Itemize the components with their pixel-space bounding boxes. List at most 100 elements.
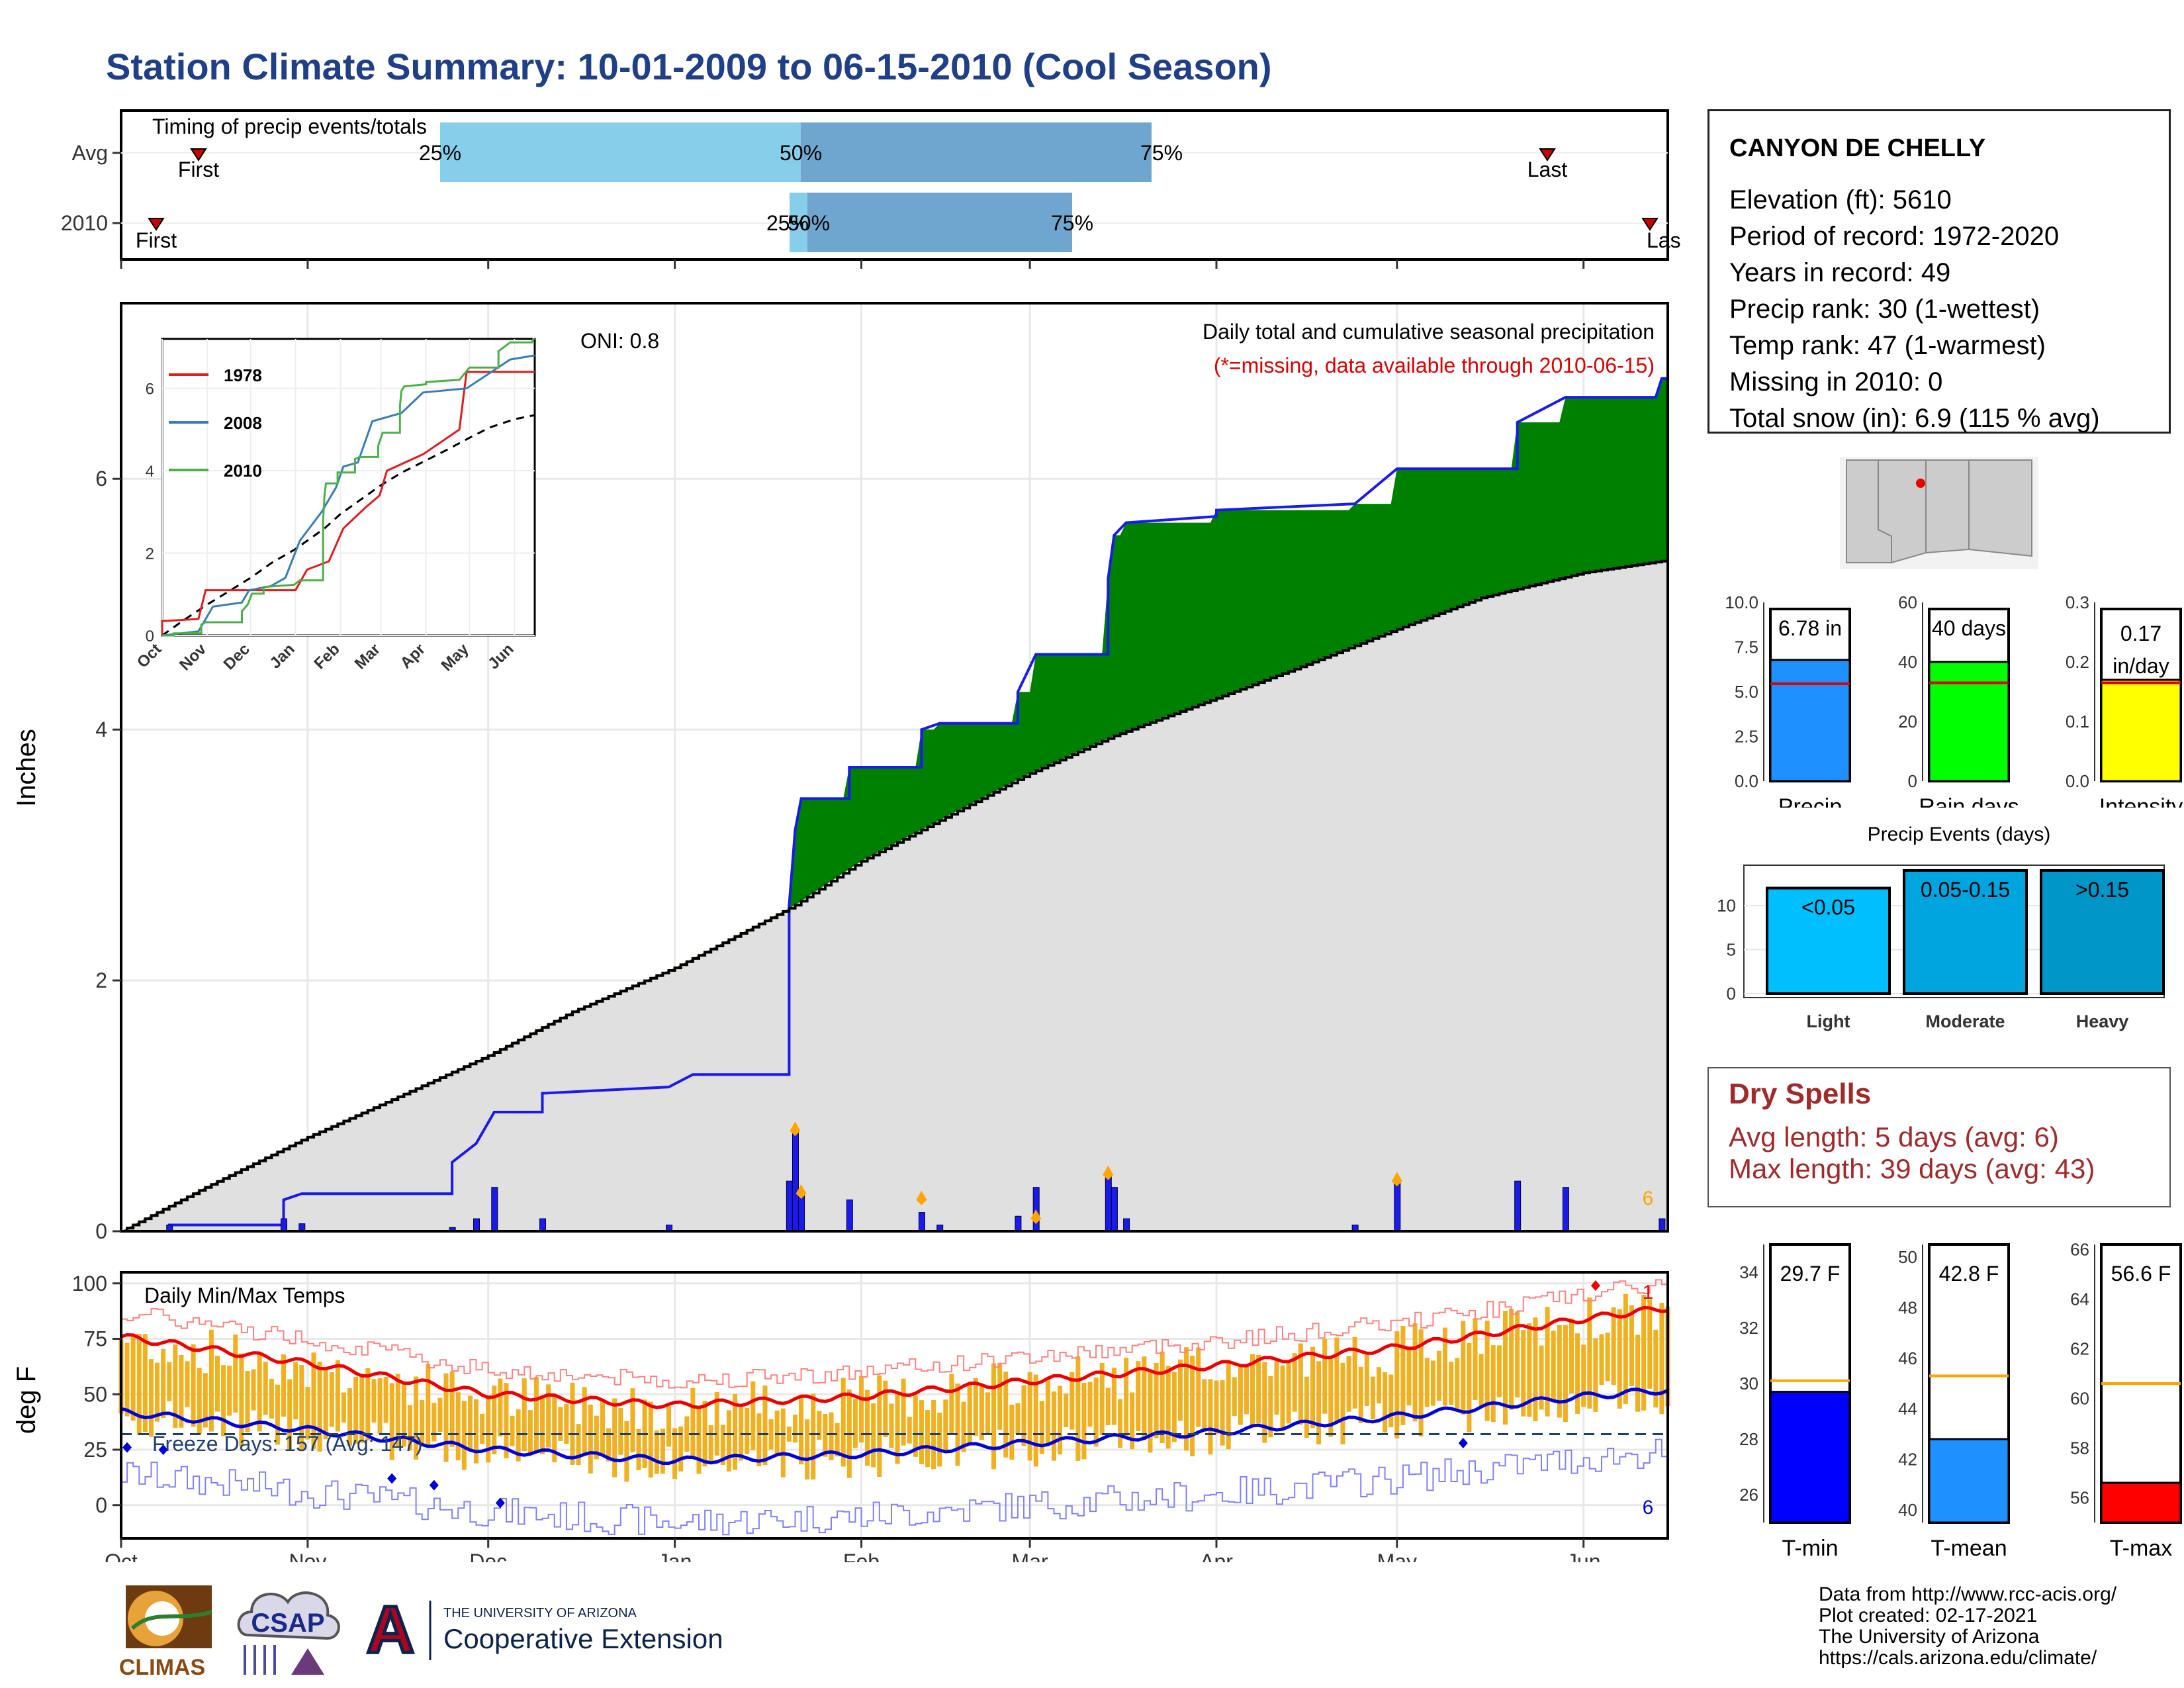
daily-temp-bar [533,1377,539,1452]
month-label: Mar [1012,1550,1048,1562]
daily-temp-bar [407,1405,412,1450]
csap-logo: CSAP [237,1591,340,1675]
daily-precip-bar [798,1193,805,1232]
daily-temp-bar [733,1393,738,1470]
summary-ytick-label: 0.3 [2066,592,2089,612]
daily-temp-bar [275,1384,280,1445]
summary-value-unit: in/day [2113,654,2169,678]
daily-temp-bar [1659,1303,1664,1415]
daily-temp-bar [1238,1366,1243,1425]
events-title: Precip Events (days) [1868,823,2051,845]
daily-temp-bar [1394,1331,1400,1439]
daily-temp-bar [907,1417,912,1444]
snow-marker [796,1184,807,1199]
row-avg-label: Avg [71,141,108,165]
daily-temp-bar [546,1384,551,1448]
precip-ytick-label: 0 [95,1219,107,1243]
inset-xtick-label: Feb [310,640,343,673]
surplus-area [789,378,1668,909]
record-low-marker [429,1479,439,1491]
daily-temp-bar [786,1427,792,1442]
daily-temp-bar [979,1383,984,1440]
timing-panel: Timing of precip events/totals Avg 2010 … [61,109,1681,269]
station-years: Years in record: 49 [1729,258,1951,287]
record-low-marker [387,1473,397,1484]
daily-precip-bar [792,1130,799,1232]
timing-label: Timing of precip events/totals [152,115,427,138]
temp-summary-ytick-label: 48 [1898,1297,1917,1317]
daily-temp-bar [540,1397,545,1454]
record-low-marker [158,1444,168,1455]
dry-spells-title: Dry Spells [1729,1078,1872,1110]
daily-temp-bar [1418,1329,1424,1437]
daily-temp-bar [1346,1356,1351,1412]
location-map [1840,457,2038,569]
record-low-marker [1458,1437,1468,1448]
inset-ytick-label: 0 [146,628,154,645]
temp-summary-ytick-label: 56 [2070,1488,2089,1508]
events-bar-text: >0.15 [2075,878,2129,902]
temp-summary-ytick-label: 26 [1739,1485,1758,1505]
daily-temp-bar [1021,1385,1026,1446]
daily-precip-bar [846,1199,853,1232]
daily-temp-bar [943,1399,948,1452]
precip-ylabel: Inches [12,729,41,807]
temp-summary-label: T-mean [1931,1536,2007,1561]
daily-precip-bar [473,1218,480,1232]
daily-temp-bar [1587,1297,1592,1409]
daily-precip-bar [918,1212,925,1232]
daily-temp-bar [823,1414,828,1457]
y2010-p75-label: 75% [1051,211,1093,235]
daily-temp-bar [1003,1372,1009,1458]
daily-temp-bar [1298,1343,1303,1425]
summary-ytick-label: 2.5 [1735,727,1758,747]
daily-temp-bar [1545,1307,1550,1417]
daily-temp-bar [1220,1380,1225,1446]
daily-temp-bar [311,1352,316,1449]
temp-summary-label: T-min [1782,1536,1839,1561]
temp-summary-value-text: 29.7 F [1780,1262,1841,1286]
events-bar-label: Heavy [2076,1011,2129,1031]
daily-temp-bar [1214,1380,1219,1434]
daily-temp-bar [516,1409,521,1462]
daily-temp-bar [1027,1372,1032,1461]
daily-temp-bar [1111,1368,1116,1425]
temp-summary-value [1928,1438,2010,1524]
daily-temp-bar [353,1376,359,1444]
precip-panel: Daily total and cumulative seasonal prec… [12,302,1669,1243]
snow-marker [790,1121,801,1137]
daily-temp-bar [1160,1351,1165,1443]
daily-temp-bar [142,1334,148,1432]
summary-bar-value [2100,679,2182,782]
daily-temp-bar [1124,1358,1129,1439]
y2010-last-label: Las [1647,228,1681,252]
daily-temp-bar [696,1408,702,1474]
daily-temp-bar [1064,1393,1069,1427]
summary-ytick-label: 0.1 [2066,712,2089,731]
snow-marker [1030,1209,1042,1225]
daily-temp-bar [1280,1365,1285,1429]
temp-summary-ytick-label: 40 [1898,1500,1917,1520]
daily-temp-bar [780,1408,786,1477]
summary-ytick-label: 0.2 [2066,652,2089,672]
events-bar [1903,869,2028,995]
daily-temp-bar [185,1361,190,1407]
events-bar-text: 0.05-0.15 [1921,878,2010,902]
daily-temp-bar [1334,1337,1340,1422]
daily-temp-bar [191,1344,196,1427]
daily-precip-bar [539,1218,547,1232]
daily-temp-bar [1087,1382,1093,1427]
daily-temp-bar [492,1385,497,1455]
daily-temp-bar [751,1381,756,1450]
daily-temp-bar [552,1395,557,1462]
daily-temp-bar [817,1411,822,1440]
inset-xtick-label: Nov [176,640,210,675]
daily-temp-bar [720,1425,725,1465]
daily-temp-bar [1364,1355,1369,1406]
daily-temp-bar [1484,1320,1490,1421]
daily-temp-bar [389,1383,394,1460]
daily-temp-bar [600,1399,605,1454]
daily-temp-bar [1256,1354,1261,1424]
daily-temp-bar [913,1395,918,1457]
daily-temp-bar [486,1395,491,1463]
